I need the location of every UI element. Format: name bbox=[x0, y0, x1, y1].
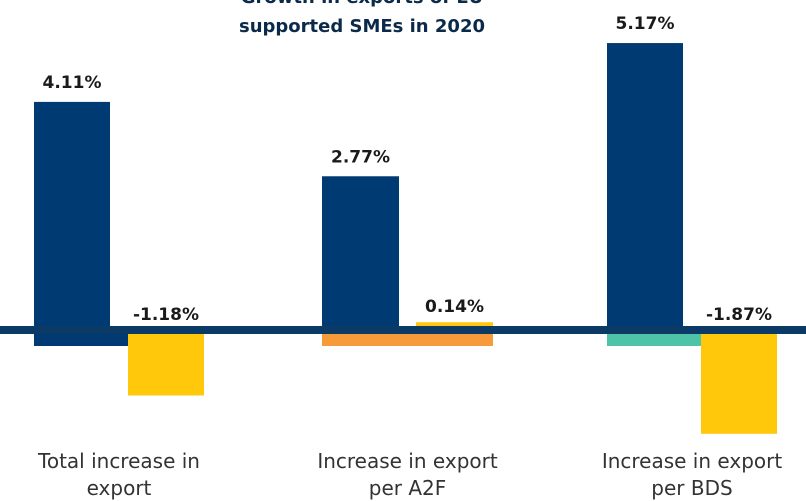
data-label-series1-cat3: 5.17% bbox=[616, 14, 675, 34]
data-label-series2-cat3: -1.87% bbox=[706, 305, 772, 325]
category-label-2-line-1: Increase in export bbox=[317, 449, 498, 473]
data-label-series2-cat1: -1.18% bbox=[133, 305, 199, 325]
chart-title-line-1: Growth in exports of EU bbox=[241, 0, 484, 8]
category-label-2-line-2: per A2F bbox=[369, 476, 447, 500]
bar-series2-cat1 bbox=[128, 330, 204, 396]
bars-group bbox=[34, 43, 777, 434]
category-label-3-line-2: per BDS bbox=[651, 476, 732, 500]
bar-series1-cat2 bbox=[322, 176, 399, 330]
category-label-1-line-2: export bbox=[87, 476, 152, 500]
bar-series1-cat3 bbox=[607, 43, 683, 330]
bar-series1-cat1 bbox=[34, 101, 110, 331]
category-labels-group: Total increase in export Increase in expor… bbox=[37, 449, 782, 500]
category-label-1-line-1: Total increase in bbox=[37, 449, 200, 473]
data-labels-group: 4.11% -1.18% 2.77% 0.14% 5.17% -1.87% bbox=[43, 14, 773, 325]
data-label-series1-cat2: 2.77% bbox=[331, 147, 390, 167]
chart-title-line-2: supported SMEs in 2020 bbox=[239, 16, 485, 37]
category-label-3-line-1: Increase in export bbox=[602, 449, 783, 473]
data-label-series2-cat2: 0.14% bbox=[425, 297, 484, 317]
bar-series2-cat3 bbox=[701, 330, 777, 434]
data-label-series1-cat1: 4.11% bbox=[43, 73, 102, 93]
